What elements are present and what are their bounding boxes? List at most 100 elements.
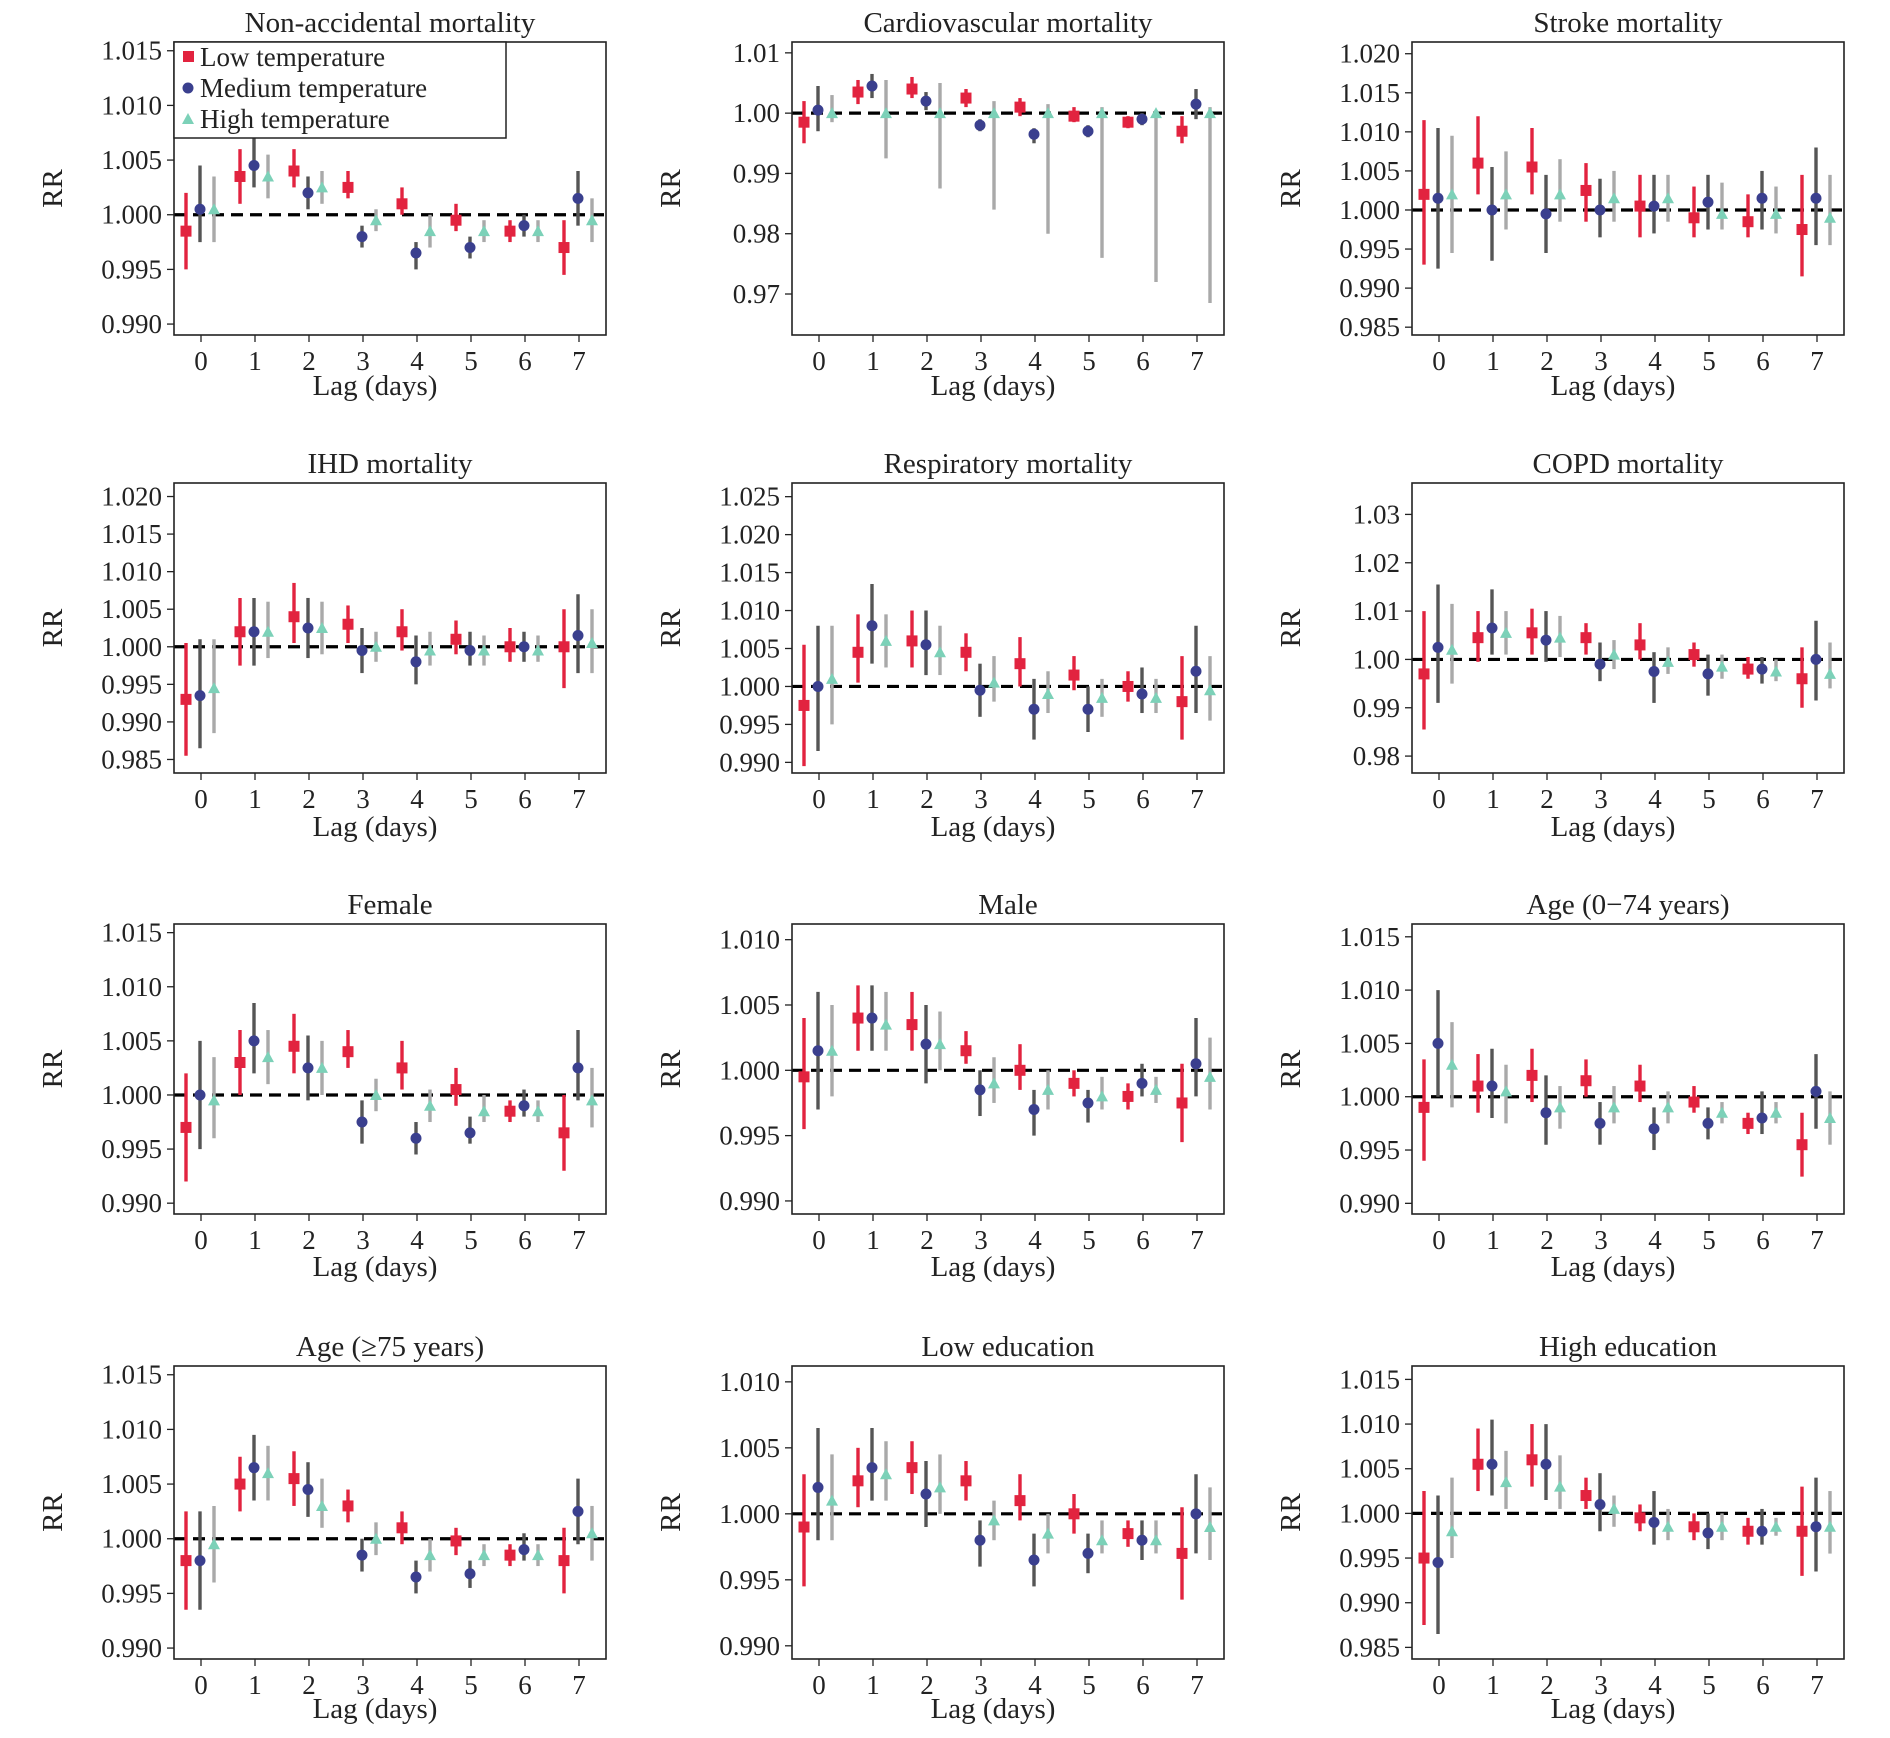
data-point-circle [1702,1527,1714,1539]
data-point-circle [1190,1058,1202,1070]
data-point-square [1634,200,1646,212]
data-point-circle [1702,1117,1714,1129]
x-tick-label: 0 [1432,1670,1446,1700]
x-tick-label: 6 [1756,1225,1770,1255]
plot-frame [1411,482,1845,774]
data-point-triangle [478,1549,490,1561]
series-medium-temperature [1432,990,1822,1151]
series-low-temperature [180,1451,570,1610]
x-tick-label: 0 [194,346,208,376]
data-point-circle [1648,666,1660,677]
data-point-circle [518,641,530,653]
data-point-circle [1702,668,1714,680]
x-tick-label: 0 [194,784,208,814]
data-point-square [1014,658,1026,670]
data-point-circle [974,684,986,696]
plot-frame [1411,41,1845,336]
y-tick-label: 1.015 [101,1360,162,1390]
x-tick-label: 7 [1810,346,1824,376]
x-axis-label: Lag (days) [313,1693,438,1725]
data-point-circle [974,119,986,131]
data-point-square [288,611,300,623]
data-point-circle [410,656,422,668]
data-point-triangle [1500,1476,1512,1488]
y-tick-label: 0.995 [719,1565,780,1595]
data-point-circle [1082,1097,1094,1109]
data-point-square [1418,1552,1430,1564]
data-point-square [1176,1547,1188,1559]
legend-marker-triangle [182,113,194,124]
x-tick-label: 2 [302,784,316,814]
data-point-triangle [424,1099,436,1111]
series-medium-temperature [812,583,1202,751]
chart-title: Non-accidental mortality [245,7,536,39]
data-point-circle [1540,208,1552,220]
x-tick-label: 2 [920,784,934,814]
data-point-square [1472,1458,1484,1470]
data-point-triangle [988,107,1000,119]
series-low-temperature [1418,1424,1808,1626]
data-point-triangle [880,1468,892,1480]
data-point-triangle [532,225,544,237]
data-point-square [906,1019,918,1031]
data-point-triangle [1608,1502,1620,1514]
y-tick-label: 1.005 [719,1433,780,1463]
y-tick-label: 1.000 [1339,195,1400,225]
data-point-square [180,693,192,705]
data-point-triangle [1096,107,1108,119]
y-tick-label: 1.00 [733,98,780,128]
data-point-circle [1594,1117,1606,1129]
data-point-triangle [1662,655,1674,667]
data-point-circle [1190,98,1202,110]
data-point-circle [920,1038,932,1050]
data-point-square [288,1473,300,1485]
y-tick-label: 0.99 [733,158,780,188]
y-tick-label: 0.995 [719,709,780,739]
x-tick-label: 4 [1648,1225,1662,1255]
data-point-circle [920,639,932,651]
data-point-square [1634,1512,1646,1524]
data-point-circle [356,1549,368,1561]
data-point-square [960,92,972,104]
y-tick-label: 0.990 [101,1188,162,1218]
y-tick-label: 1.015 [719,558,780,588]
data-point-square [1176,696,1188,708]
data-point-square [852,646,864,658]
data-point-circle [248,1462,260,1474]
x-tick-label: 5 [464,1225,478,1255]
data-point-circle [464,645,476,657]
data-point-circle [1540,634,1552,646]
series-high-temperature [1446,135,1836,253]
data-point-square [1526,627,1538,639]
series-low-temperature [1418,1048,1808,1177]
y-tick-label: 0.995 [1339,1135,1400,1165]
data-point-circle [1136,1534,1148,1546]
plot-frame [791,923,1225,1215]
chart-panel-9: Age (0−74 years) 0.990 0.995 1.000 1.005 1.01… [1275,889,1845,1283]
data-point-square [852,86,864,98]
data-point-triangle [1770,207,1782,219]
x-tick-label: 3 [974,1225,988,1255]
series-low-temperature [1418,608,1808,730]
data-point-triangle [370,214,382,226]
data-point-triangle [1716,1520,1728,1532]
x-tick-label: 6 [518,346,532,376]
chart-title: IHD mortality [307,448,473,480]
data-point-circle [1756,1112,1768,1124]
y-tick-label: 1.015 [1339,1364,1400,1394]
y-tick-label: 1.005 [1339,1454,1400,1484]
x-tick-label: 0 [1432,1225,1446,1255]
data-point-circle [1082,703,1094,715]
data-point-triangle [1204,684,1216,696]
y-tick-label: 0.995 [101,1134,162,1164]
data-point-square [396,1522,408,1534]
data-point-circle [812,104,824,116]
series-medium-temperature [1432,584,1822,703]
x-tick-label: 3 [974,1670,988,1700]
x-tick-label: 4 [1648,346,1662,376]
x-tick-label: 3 [1594,784,1608,814]
data-point-circle [356,645,368,657]
data-point-square [1418,1101,1430,1113]
data-point-triangle [826,1494,838,1506]
data-point-triangle [880,1018,892,1030]
